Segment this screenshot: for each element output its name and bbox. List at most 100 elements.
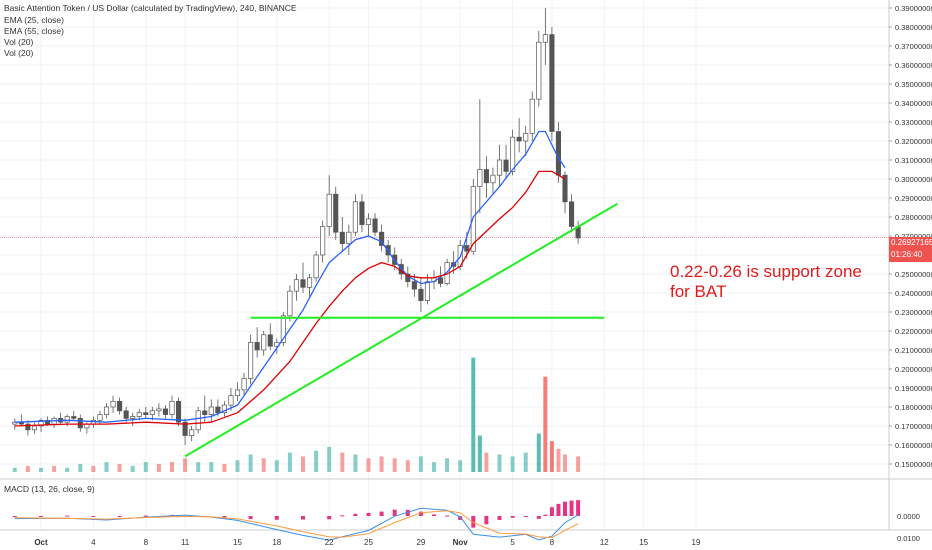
candle-body (110, 400, 116, 408)
y-tick-label: 0.20000000 (895, 365, 932, 374)
volume-bar (25, 465, 30, 472)
candle-body (438, 277, 444, 284)
candle-body (182, 421, 188, 436)
macd-hist-bar (12, 516, 17, 518)
candle-body (313, 254, 319, 279)
volume-bar (156, 464, 161, 472)
x-tick-label: 11 (181, 538, 190, 547)
macd-hist-bar (301, 516, 305, 520)
candle-body (31, 425, 38, 431)
legend-vol-2: Vol (20) (4, 48, 34, 58)
macd-hist-bar (65, 515, 70, 517)
annotation-line-2: for BAT (670, 282, 727, 301)
candle-body (254, 342, 260, 351)
candle-body (176, 400, 182, 423)
candle-body (477, 169, 483, 187)
support-annotation: 0.22-0.26 is support zone for BAT (670, 262, 862, 302)
volume-bar (536, 433, 541, 472)
legend-ema25: EMA (25, close) (4, 15, 64, 25)
y-tick-label: 0.38000000 (895, 23, 932, 32)
candle-body (542, 34, 548, 43)
macd-hist-bar (117, 516, 122, 518)
candle-body (25, 423, 31, 431)
x-tick-label: 8 (144, 538, 149, 547)
macd-hist-bar (471, 516, 476, 528)
candle-body (241, 378, 247, 391)
candle-body (333, 193, 339, 233)
macd-hist-bar (445, 515, 450, 517)
candle-body (248, 342, 254, 379)
volume-bar (543, 376, 548, 472)
volume-bar (170, 462, 174, 472)
volume-bar (477, 435, 482, 472)
candle-body (130, 416, 136, 419)
y-tick-label: 0.28000000 (895, 213, 932, 222)
candle-body (307, 277, 313, 288)
volume-bar (143, 462, 148, 472)
y-tick-label: 0.31000000 (895, 156, 932, 165)
candle-body (523, 133, 529, 142)
candle-body (234, 389, 241, 396)
volume-bar (130, 465, 135, 472)
chart-title: Basic Attention Token / US Dollar (calcu… (4, 3, 297, 13)
macd-hist-bar (576, 500, 581, 516)
candle-body (562, 174, 568, 203)
macd-hist-bar (549, 507, 554, 516)
macd-hist-bar (418, 511, 423, 516)
candle-body (202, 410, 208, 415)
volume-bar (301, 456, 305, 472)
volume-bar (405, 460, 410, 472)
candle-body (379, 231, 385, 246)
candle-body (549, 34, 555, 132)
x-tick-label: 12 (600, 538, 609, 547)
candle-body (136, 412, 142, 417)
x-tick-label: 8 (550, 538, 555, 547)
candle-body (568, 201, 575, 227)
x-tick-label: Oct (34, 538, 48, 547)
volume-bar (287, 452, 292, 472)
macd-line (14, 507, 579, 541)
macd-hist-bar (458, 516, 463, 520)
candle-body (267, 334, 273, 347)
macd-y-tick-label: 0.0000 (897, 512, 920, 521)
volume-bar (222, 464, 227, 472)
y-tick-label: 0.17000000 (895, 422, 932, 431)
volume-bar (471, 357, 476, 472)
volume-bar (65, 467, 70, 472)
volume-bar (104, 462, 109, 472)
volume-bar (458, 460, 463, 472)
macd-hist-bar (484, 516, 489, 525)
volume-bar (91, 465, 96, 472)
volume-bar (248, 454, 253, 472)
candle-body (372, 218, 378, 233)
volume-bar (340, 452, 345, 472)
candle-body (496, 159, 503, 176)
candle-body (117, 400, 123, 412)
x-tick-label: 5 (510, 538, 515, 547)
y-tick-label: 0.21000000 (895, 346, 932, 355)
macd-hist-bar (340, 515, 345, 517)
candle-body (195, 410, 201, 431)
volume-bar (510, 456, 515, 472)
macd-hist-bar (405, 509, 410, 516)
annotation-line-1: 0.22-0.26 is support zone (670, 262, 862, 281)
candle-body (293, 279, 300, 292)
volume-bar (39, 467, 43, 472)
volume-bar (209, 462, 214, 472)
volume-bar (576, 456, 581, 472)
y-tick-label: 0.22000000 (895, 327, 932, 336)
y-tick-label: 0.18000000 (895, 403, 932, 412)
candle-body (352, 201, 358, 233)
candle-body (536, 41, 542, 100)
candle-body (149, 410, 155, 415)
legend-ema55: EMA (55, close) (4, 26, 64, 36)
y-tick-label: 0.23000000 (895, 308, 932, 317)
candle-body (424, 281, 431, 301)
volume-bar (353, 454, 358, 472)
volume-bar (314, 450, 319, 472)
macd-hist-bar (543, 514, 548, 516)
candle-body (156, 408, 162, 412)
macd-hist-bar (536, 516, 541, 519)
